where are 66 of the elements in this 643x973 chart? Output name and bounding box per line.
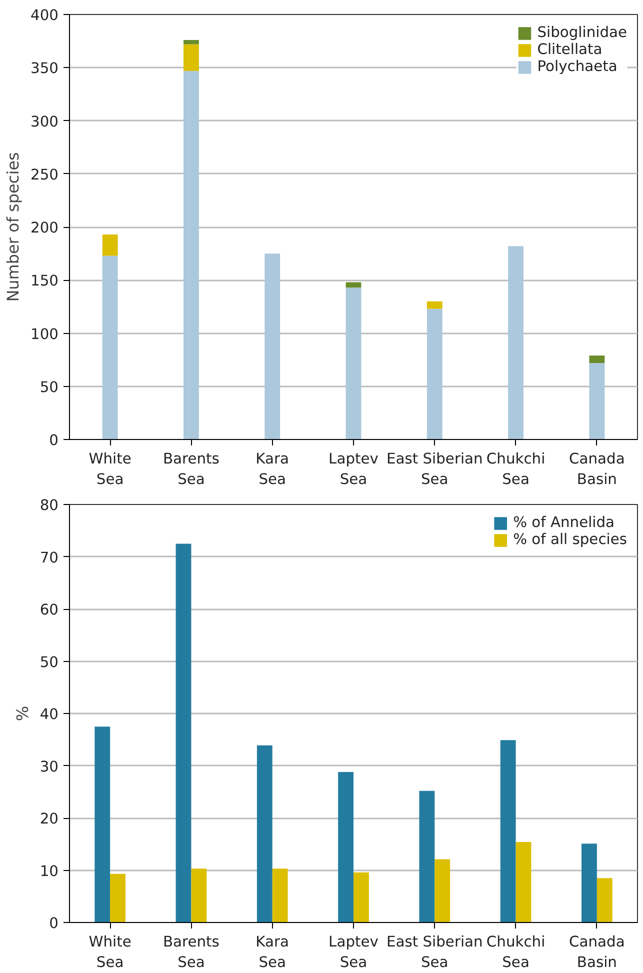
x-tick-label: Canada Basin [569,450,625,488]
y-tick-label: 0 [49,915,59,932]
bar [272,868,288,922]
bar [102,234,118,256]
y-tick-label: 200 [30,220,59,236]
legend-label: Siboglinidae [537,24,627,41]
y-tick-label: 60 [40,602,59,618]
x-tick-label: Barents Sea [163,450,220,488]
bar [176,544,192,922]
y-tick-label: 0 [49,432,59,449]
bar [500,740,516,922]
y-tick-label: 80 [40,497,59,514]
bar [354,872,369,922]
bar [419,790,435,922]
bar [516,842,532,922]
bar [346,282,362,288]
legend-label: Clitellata [537,41,602,58]
x-tick-label: Kara Sea [256,450,290,488]
y-tick-label: 250 [30,166,59,184]
x-tick-label: East Siberian Sea [386,934,483,971]
x-tick-label: East Siberian Sea [386,450,483,488]
bar [110,874,126,922]
y-tick-label: 400 [30,7,59,24]
bar [184,40,199,44]
y-tick-label: 50 [40,654,59,671]
y-tick-label: 30 [40,758,59,776]
bar [256,745,272,922]
bar [338,772,354,922]
x-tick-label: Canada Basin [569,934,625,971]
x-tick-label: Laptev Sea [328,450,379,488]
y-axis-title: % [12,706,32,722]
y-tick-label: 70 [40,549,59,566]
y-tick-label: 20 [40,810,59,828]
y-tick-label: 350 [30,60,59,78]
bar [102,256,118,440]
x-tick-label: Chukchi Sea [486,450,546,488]
x-tick-label: Barents Sea [163,934,220,971]
x-tick-label: White Sea [88,934,132,971]
legend-label: % of all species [513,531,627,548]
bar [508,246,524,440]
bar [589,363,605,440]
bar [596,878,612,922]
bar [346,288,362,440]
y-tick-label: 40 [40,706,59,723]
bar [426,301,442,309]
bar [434,859,450,922]
y-tick-label: 300 [30,113,59,130]
bar [589,356,605,363]
legend-label: Polychaeta [537,58,618,75]
x-tick-label: Laptev Sea [328,934,379,971]
bar [426,308,442,440]
y-tick-label: 100 [30,326,59,343]
legend-label: % of Annelida [513,514,615,531]
bar [582,844,597,922]
bar [191,868,207,922]
bar [94,726,110,922]
y-tick-label: 50 [40,378,59,396]
y-tick-label: 10 [40,862,59,880]
bar [184,70,199,440]
x-tick-label: Kara Sea [256,934,290,971]
y-tick-label: 150 [30,272,59,290]
bar [264,254,280,440]
bar [184,44,199,71]
y-axis-title: Number of species [4,152,23,302]
x-tick-label: White Sea [88,450,132,488]
x-tick-label: Chukchi Sea [486,934,546,971]
